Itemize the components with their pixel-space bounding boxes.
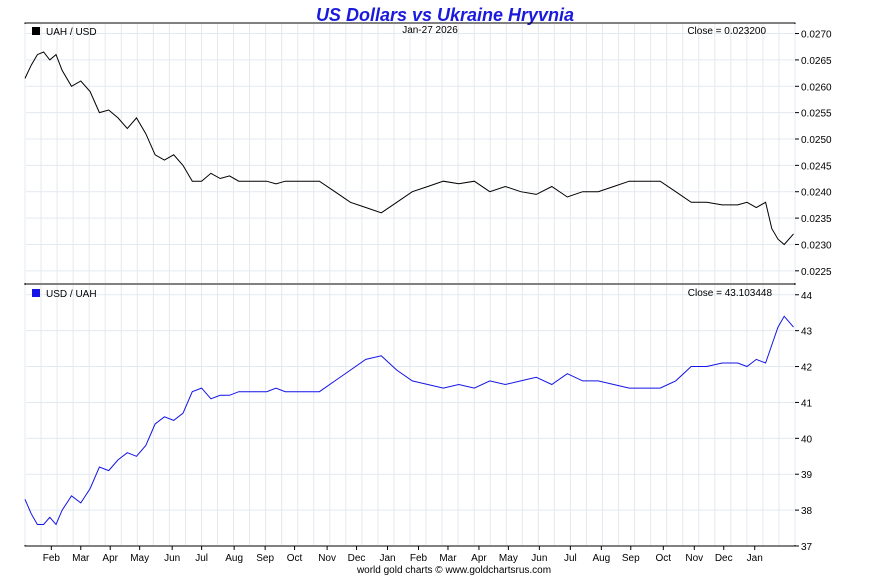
bottom-legend-swatch — [32, 289, 40, 297]
panel-0-y-tick-label: 0.0240 — [801, 188, 832, 199]
chart-title: US Dollars vs Ukraine Hryvnia — [316, 5, 574, 25]
panel-0-y-tick-label: 0.0270 — [801, 30, 832, 41]
top-series-line — [24, 51, 794, 246]
top-panel-grid — [24, 24, 796, 283]
x-axis: Feb Mar Apr May Jun Jul Aug Sep Oct Nov Dec Jan Feb M… — [43, 546, 763, 564]
footer-credit: world gold charts © www.goldchartsrus.co… — [356, 565, 551, 575]
panel-1-y-tick-label: 41 — [801, 398, 813, 409]
bottom-panel-y-axis: 44 43 42 41 40 39 38 37 — [795, 291, 813, 553]
top-panel-y-axis: 0.0270 0.0265 0.0260 0.0255 0.0250 0.0245 0.02… — [795, 30, 832, 278]
bottom-panel: 44 43 42 41 40 39 38 37 Feb Mar Apr May Jun Jul Aug Se… — [24, 283, 813, 564]
panel-1-y-tick-label: 38 — [801, 506, 813, 517]
panel-0-y-tick-label: 0.0255 — [801, 109, 832, 120]
panel-0-y-tick-label: 0.0260 — [801, 82, 832, 93]
panel-0-y-tick-label: 0.0230 — [801, 240, 832, 251]
panel-0-y-tick-label: 0.0245 — [801, 161, 832, 172]
x-tick-label: Aug — [225, 553, 243, 564]
panel-0-y-tick-label: 0.0225 — [801, 267, 832, 278]
panel-0-y-tick-label: 0.0235 — [801, 214, 832, 225]
panel-1-y-tick-label: 40 — [801, 434, 813, 445]
bottom-panel-grid — [24, 285, 796, 545]
x-tick-label: Feb — [410, 553, 428, 564]
top-panel: 0.0270 0.0265 0.0260 0.0255 0.0250 0.0245 0.02… — [24, 22, 832, 285]
x-tick-label: Oct — [287, 553, 303, 564]
x-tick-label: Sep — [622, 553, 640, 564]
x-tick-label: Apr — [471, 553, 487, 564]
x-tick-label: Jan — [379, 553, 395, 564]
bottom-series-line — [24, 315, 794, 526]
x-tick-label: Mar — [72, 553, 90, 564]
x-tick-label: Jul — [564, 553, 577, 564]
bottom-legend-label: USD / UAH — [46, 289, 97, 300]
panel-1-y-tick-label: 44 — [801, 291, 813, 302]
x-tick-label: Jul — [195, 553, 208, 564]
panel-0-y-tick-label: 0.0265 — [801, 56, 832, 67]
x-tick-label: Jun — [164, 553, 180, 564]
x-tick-label: Dec — [715, 553, 733, 564]
x-tick-label: Dec — [348, 553, 366, 564]
top-date-label: Jan-27 2026 — [402, 25, 458, 36]
panel-1-y-tick-label: 42 — [801, 363, 813, 374]
bottom-close-label: Close = 43.103448 — [688, 288, 773, 299]
x-tick-label: Jun — [531, 553, 547, 564]
x-tick-label: Mar — [439, 553, 457, 564]
top-close-label: Close = 0.023200 — [687, 26, 766, 37]
panel-1-y-tick-label: 39 — [801, 470, 813, 481]
x-tick-label: Oct — [656, 553, 672, 564]
x-tick-label: Nov — [685, 553, 703, 564]
x-tick-label: May — [499, 553, 518, 564]
panel-1-y-tick-label: 37 — [801, 542, 813, 553]
x-tick-label: Apr — [102, 553, 118, 564]
x-tick-label: Sep — [256, 553, 274, 564]
panel-1-y-tick-label: 43 — [801, 327, 813, 338]
panel-0-y-tick-label: 0.0250 — [801, 135, 832, 146]
x-tick-label: Aug — [592, 553, 610, 564]
x-tick-label: Nov — [318, 553, 336, 564]
top-legend-label: UAH / USD — [46, 27, 97, 38]
x-tick-label: May — [130, 553, 149, 564]
top-legend-swatch — [32, 27, 40, 35]
x-tick-label: Feb — [43, 553, 61, 564]
x-tick-label: Jan — [747, 553, 763, 564]
